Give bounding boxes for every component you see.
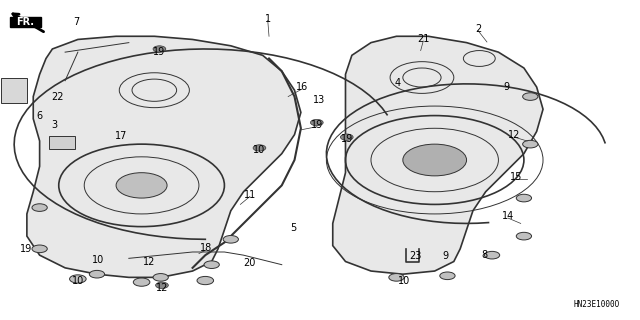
Text: 12: 12 [508,130,520,140]
Text: 10: 10 [253,146,266,156]
Circle shape [153,46,166,52]
Circle shape [516,232,532,240]
Circle shape [403,144,467,176]
Text: 19: 19 [310,120,323,130]
Text: HN23E1000O: HN23E1000O [573,300,620,309]
Circle shape [90,270,104,278]
Text: FR.: FR. [17,17,35,27]
Circle shape [32,245,47,252]
Text: 19: 19 [340,134,353,144]
Text: 8: 8 [481,250,488,260]
Text: 12: 12 [143,257,156,267]
Circle shape [133,278,150,286]
Circle shape [389,274,404,281]
Circle shape [223,236,239,243]
Text: 20: 20 [244,258,256,268]
Text: 23: 23 [410,251,422,261]
Text: 21: 21 [417,35,429,44]
Polygon shape [1,77,27,103]
Circle shape [204,261,220,268]
Text: 5: 5 [290,223,296,233]
Text: 7: 7 [74,17,80,27]
Text: 16: 16 [296,82,308,92]
Circle shape [484,252,500,259]
Circle shape [340,134,353,140]
Circle shape [310,119,323,126]
Text: 6: 6 [36,111,43,121]
FancyBboxPatch shape [49,136,75,149]
Polygon shape [333,36,543,274]
Text: 12: 12 [156,283,168,292]
Text: 14: 14 [502,212,514,221]
Text: 17: 17 [115,131,127,141]
Circle shape [516,194,532,202]
Text: 13: 13 [312,95,325,105]
Circle shape [197,276,214,285]
Text: 10: 10 [72,276,84,285]
Text: 10: 10 [92,255,104,265]
Text: 19: 19 [154,47,166,57]
Text: 2: 2 [475,24,481,34]
Circle shape [253,145,266,151]
Circle shape [32,204,47,212]
Text: 11: 11 [244,190,256,200]
FancyBboxPatch shape [10,17,41,28]
Text: 9: 9 [442,251,449,261]
Text: 18: 18 [200,243,212,253]
Text: 9: 9 [503,82,509,92]
Text: 1: 1 [265,14,271,24]
Text: 4: 4 [395,78,401,88]
Circle shape [116,173,167,198]
Circle shape [523,93,538,100]
Polygon shape [27,36,301,277]
Text: 10: 10 [398,276,410,286]
Text: 22: 22 [51,92,64,101]
Text: 3: 3 [51,120,58,130]
Circle shape [440,272,455,280]
Circle shape [70,275,86,283]
Text: 19: 19 [19,244,32,254]
Circle shape [156,282,168,288]
Text: 15: 15 [510,172,522,182]
Circle shape [523,140,538,148]
Circle shape [153,274,168,281]
